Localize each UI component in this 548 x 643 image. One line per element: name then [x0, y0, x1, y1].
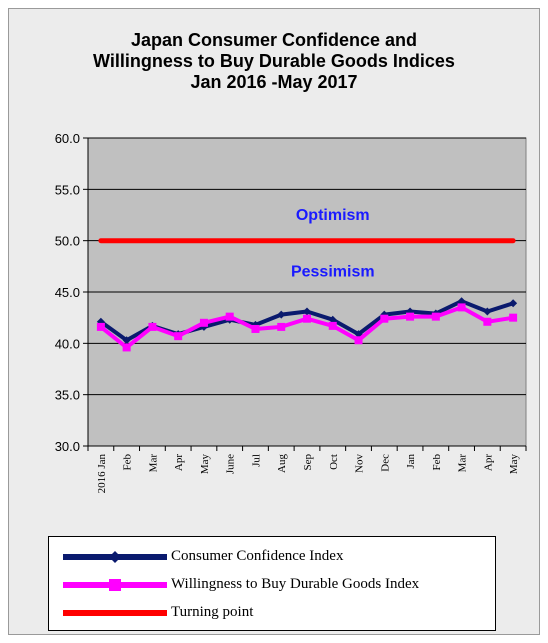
x-tick-label: Mar	[147, 454, 159, 473]
annotation-optimism: Optimism	[296, 207, 370, 224]
line-chart: 30.0 35.0 40.0 45.0 50.0 55.0 60.0 2016 Jan Feb M…	[55, 131, 527, 494]
y-tick-label: 55.0	[55, 182, 80, 197]
legend-swatch-turning-point	[63, 610, 167, 616]
data-point-consumer-confidence-index	[303, 307, 311, 316]
legend-swatch-consumer-confidence	[63, 551, 167, 563]
annotation-pessimism: Pessimism	[291, 263, 375, 280]
legend-swatch-willingness	[63, 579, 167, 591]
x-tick-label: June	[225, 454, 237, 474]
x-tick-label: Feb	[122, 454, 134, 471]
x-tick-label: Apr	[173, 454, 185, 471]
data-point-willingness-to-buy-durable-goods-index	[406, 312, 415, 321]
legend-item-willingness: Willingness to Buy Durable Goods Index	[49, 573, 489, 597]
legend-label-consumer-confidence: Consumer Confidence Index	[171, 548, 344, 564]
chart-title-line-3: Jan 2016 -May 2017	[190, 72, 358, 92]
data-point-willingness-to-buy-durable-goods-index	[199, 318, 208, 327]
data-point-willingness-to-buy-durable-goods-index	[509, 313, 518, 322]
legend-label-turning-point: Turning point	[171, 604, 254, 620]
data-point-consumer-confidence-index	[277, 310, 286, 319]
data-point-willingness-to-buy-durable-goods-index	[303, 314, 311, 323]
data-point-willingness-to-buy-durable-goods-index	[328, 321, 337, 330]
y-tick-label: 60.0	[55, 131, 80, 146]
data-point-willingness-to-buy-durable-goods-index	[354, 336, 363, 345]
chart-legend: Consumer Confidence Index Willingness to…	[48, 536, 496, 631]
data-point-willingness-to-buy-durable-goods-index	[277, 322, 286, 331]
chart-title-line-2: Willingness to Buy Durable Goods Indices	[93, 51, 455, 71]
data-point-consumer-confidence-index	[122, 336, 131, 345]
x-tick-label: Mar	[457, 454, 469, 473]
data-point-consumer-confidence-index	[483, 307, 492, 316]
y-tick-label: 45.0	[55, 285, 80, 300]
y-tick-label: 30.0	[55, 439, 80, 454]
data-point-willingness-to-buy-durable-goods-index	[431, 312, 440, 321]
data-point-willingness-to-buy-durable-goods-index	[122, 343, 131, 352]
x-tick-label: Oct	[328, 454, 340, 470]
chart-title: Japan Consumer Confidence and Willingnes…	[0, 30, 548, 93]
data-point-consumer-confidence-index	[457, 297, 466, 306]
data-point-willingness-to-buy-durable-goods-index	[174, 332, 183, 341]
x-tick-label: 2016 Jan	[96, 454, 108, 494]
data-point-willingness-to-buy-durable-goods-index	[380, 314, 389, 323]
data-point-willingness-to-buy-durable-goods-index	[251, 324, 260, 333]
x-tick-label: Dec	[379, 454, 391, 472]
legend-item-consumer-confidence: Consumer Confidence Index	[49, 545, 489, 569]
chart-title-line-1: Japan Consumer Confidence and	[130, 30, 418, 50]
data-point-willingness-to-buy-durable-goods-index	[96, 322, 105, 331]
data-point-willingness-to-buy-durable-goods-index	[225, 312, 234, 321]
y-tick-label: 35.0	[55, 388, 80, 403]
y-tick-label: 50.0	[55, 234, 80, 249]
data-point-consumer-confidence-index	[328, 315, 337, 324]
x-tick-label: Sep	[302, 454, 314, 471]
x-tick-label: Jan	[405, 454, 417, 469]
data-point-consumer-confidence-index	[509, 299, 518, 308]
data-point-willingness-to-buy-durable-goods-index	[457, 303, 466, 312]
legend-item-turning-point: Turning point	[49, 601, 489, 625]
x-tick-label: May	[508, 454, 520, 475]
x-tick-label: Jul	[250, 454, 262, 467]
x-tick-label: Feb	[431, 454, 443, 471]
data-point-willingness-to-buy-durable-goods-index	[483, 317, 492, 326]
legend-label-willingness: Willingness to Buy Durable Goods Index	[171, 576, 420, 592]
x-tick-label: May	[199, 454, 211, 475]
y-tick-label: 40.0	[55, 336, 80, 351]
data-point-willingness-to-buy-durable-goods-index	[148, 322, 157, 331]
x-tick-label: Aug	[276, 454, 288, 473]
x-tick-label: Apr	[482, 454, 494, 471]
x-tick-label: Nov	[354, 454, 366, 473]
